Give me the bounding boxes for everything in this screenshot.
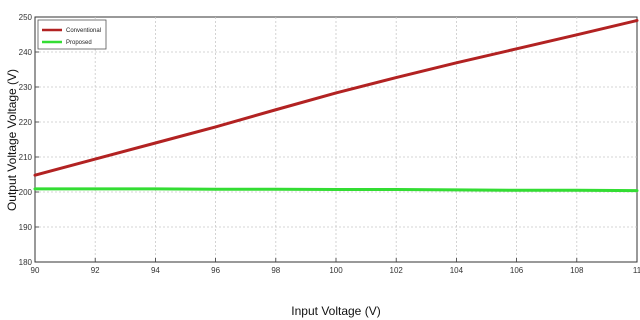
y-tick-label: 250	[19, 13, 33, 22]
series-group	[33, 19, 639, 193]
x-tick-label: 98	[271, 266, 280, 275]
y-tick-label: 200	[19, 188, 33, 197]
x-tick-label: 90	[31, 266, 40, 275]
legend-box	[37, 19, 107, 50]
y-tick-label: 220	[19, 118, 33, 127]
y-tick-label: 240	[19, 48, 33, 57]
x-tick-label: 100	[329, 266, 343, 275]
y-axis-title: Output Voltage Voltage (V)	[5, 69, 19, 211]
x-tick-label: 106	[510, 266, 524, 275]
x-tick-label: 96	[211, 266, 220, 275]
series-line-conventional	[33, 19, 639, 177]
x-axis: 90 92 94 96 98 100 102 104 106 108 11	[31, 258, 640, 275]
x-tick-label: 102	[390, 266, 404, 275]
legend: Conventional Proposed	[37, 19, 107, 50]
y-tick-label: 190	[19, 223, 33, 232]
x-tick-label: 94	[151, 266, 160, 275]
series-line-proposed	[33, 187, 639, 193]
y-axis: 180 190 200 210 220 230 240 250	[19, 13, 39, 267]
x-tick-label: 104	[450, 266, 464, 275]
legend-label-conventional: Conventional	[66, 28, 101, 34]
y-tick-label: 210	[19, 153, 33, 162]
x-tick-label: 11	[633, 266, 640, 275]
x-tick-label: 92	[91, 266, 100, 275]
x-tick-label: 108	[570, 266, 584, 275]
grid	[35, 17, 637, 262]
y-tick-label: 230	[19, 83, 33, 92]
y-tick-label: 180	[19, 258, 33, 267]
legend-label-proposed: Proposed	[66, 40, 92, 46]
x-axis-title: Input Voltage (V)	[291, 304, 380, 318]
